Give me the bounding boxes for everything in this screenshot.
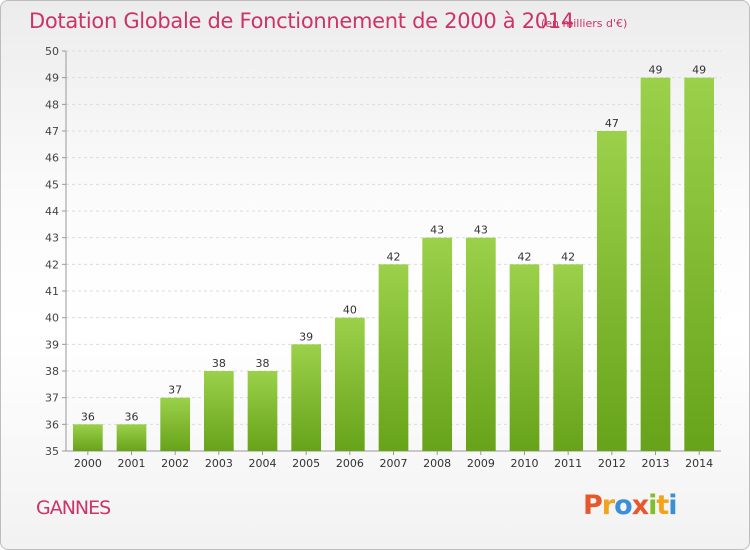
data-label: 39 bbox=[299, 330, 313, 343]
data-label: 36 bbox=[81, 410, 95, 423]
data-label: 43 bbox=[474, 224, 488, 237]
y-tick-label: 40 bbox=[45, 312, 59, 325]
y-tick-label: 45 bbox=[45, 178, 59, 191]
bars bbox=[72, 77, 715, 452]
bar-2000 bbox=[72, 424, 103, 451]
x-tick-label: 2002 bbox=[161, 457, 189, 470]
brand-letter: t bbox=[656, 490, 669, 521]
y-tick-label: 37 bbox=[45, 392, 59, 405]
y-tick-label: 48 bbox=[45, 98, 59, 111]
bar-2003 bbox=[203, 371, 234, 451]
x-tick-label: 2005 bbox=[292, 457, 320, 470]
x-tick-label: 2003 bbox=[205, 457, 233, 470]
data-label: 49 bbox=[649, 64, 663, 77]
brand-letter: i bbox=[648, 490, 657, 521]
bar-2002 bbox=[160, 397, 191, 451]
x-tick-label: 2013 bbox=[642, 457, 670, 470]
bar-2008 bbox=[422, 237, 453, 451]
y-tick-label: 35 bbox=[45, 445, 59, 458]
y-tick-label: 50 bbox=[45, 45, 59, 58]
x-tick-label: 2004 bbox=[249, 457, 277, 470]
x-tick-label: 2001 bbox=[118, 457, 146, 470]
x-tick-label: 2011 bbox=[554, 457, 582, 470]
data-label: 38 bbox=[256, 357, 270, 370]
brand-logo: Proxiti bbox=[583, 490, 678, 521]
axes: 35 36 37 38 39 40 41 42 43 44 45 46 47 48 49 50 2000 2001… bbox=[45, 45, 721, 470]
data-label: 36 bbox=[125, 410, 139, 423]
brand-letter: i bbox=[668, 490, 677, 521]
data-label: 47 bbox=[605, 117, 619, 130]
x-tick-label: 2012 bbox=[598, 457, 626, 470]
x-tick-label: 2000 bbox=[74, 457, 102, 470]
y-tick-label: 36 bbox=[45, 418, 59, 431]
bar-2010 bbox=[509, 264, 540, 451]
bar-2006 bbox=[334, 317, 365, 451]
x-tick-label: 2010 bbox=[511, 457, 539, 470]
y-tick-label: 49 bbox=[45, 72, 59, 85]
bar-2007 bbox=[378, 264, 409, 451]
data-label: 42 bbox=[561, 250, 575, 263]
bar-2013 bbox=[640, 77, 671, 452]
y-tick-label: 47 bbox=[45, 125, 59, 138]
y-tick-label: 43 bbox=[45, 232, 59, 245]
bar-2004 bbox=[247, 371, 278, 451]
data-labels: 36 36 37 38 38 39 40 42 43 43 42 42 47 49 49 bbox=[81, 64, 706, 424]
y-tick-label: 38 bbox=[45, 365, 59, 378]
data-label: 42 bbox=[387, 250, 401, 263]
y-tick-label: 42 bbox=[45, 258, 59, 271]
data-label: 49 bbox=[692, 64, 706, 77]
x-tick-label: 2009 bbox=[467, 457, 495, 470]
brand-letter: r bbox=[601, 490, 615, 521]
data-label: 43 bbox=[430, 224, 444, 237]
chart-unit: (en milliers d'€) bbox=[541, 17, 628, 30]
y-tick-label: 39 bbox=[45, 338, 59, 351]
x-tick-label: 2006 bbox=[336, 457, 364, 470]
y-tick-label: 44 bbox=[45, 205, 59, 218]
bar-2005 bbox=[291, 344, 322, 451]
x-tick-label: 2007 bbox=[380, 457, 408, 470]
bar-2001 bbox=[116, 424, 147, 451]
chart-title: Dotation Globale de Fonctionnement de 20… bbox=[29, 9, 574, 33]
brand-letter: o bbox=[614, 490, 633, 521]
data-label: 38 bbox=[212, 357, 226, 370]
data-label: 37 bbox=[168, 384, 182, 397]
data-label: 40 bbox=[343, 304, 357, 317]
brand-letter: P bbox=[583, 490, 603, 521]
data-label: 42 bbox=[518, 250, 532, 263]
x-tick-label: 2008 bbox=[423, 457, 451, 470]
bar-2014 bbox=[684, 77, 715, 452]
y-tick-label: 46 bbox=[45, 152, 59, 165]
bar-2009 bbox=[465, 237, 496, 451]
x-tick-label: 2014 bbox=[685, 457, 713, 470]
bar-2012 bbox=[596, 131, 627, 451]
bar-2011 bbox=[553, 264, 584, 451]
y-tick-label: 41 bbox=[45, 285, 59, 298]
place-name: GANNES bbox=[36, 497, 111, 519]
brand-letter: x bbox=[631, 490, 649, 521]
